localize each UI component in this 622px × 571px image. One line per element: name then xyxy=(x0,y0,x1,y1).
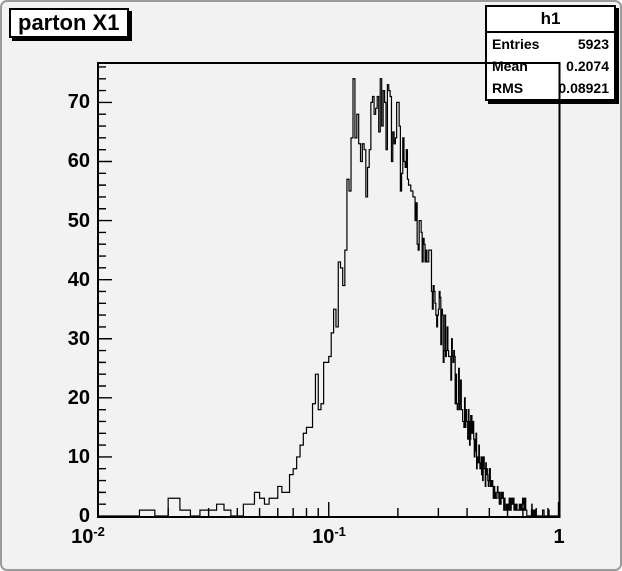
plot-frame xyxy=(97,62,561,518)
y-axis-label: 0 xyxy=(78,505,90,527)
x-axis-label: 1 xyxy=(553,526,565,548)
axis-ticks xyxy=(99,66,560,516)
y-axis-label: 50 xyxy=(67,210,90,232)
stats-label-entries: Entries xyxy=(492,36,540,52)
title-box: parton X1 xyxy=(9,8,130,38)
y-axis-label: 30 xyxy=(67,328,90,350)
stats-value-mean: 0.2074 xyxy=(566,58,609,74)
stats-row-entries: Entries 5923 xyxy=(487,33,614,55)
y-axis-label: 10 xyxy=(67,446,90,468)
x-axis-label: 10-2 xyxy=(71,524,105,548)
y-axis-label: 40 xyxy=(67,269,90,291)
stats-row-rms: RMS 0.08921 xyxy=(487,77,614,99)
stats-header: h1 xyxy=(487,7,614,33)
stats-value-entries: 5923 xyxy=(577,36,609,52)
histogram-outline xyxy=(99,78,559,517)
stats-value-rms: 0.08921 xyxy=(558,80,609,96)
histogram-plot xyxy=(97,62,561,518)
plot-title: parton X1 xyxy=(18,10,120,35)
y-axis-label: 20 xyxy=(67,387,90,409)
stats-box: h1 Entries 5923 Mean 0.2074 RMS 0.08921 xyxy=(485,5,616,101)
y-axis-label: 70 xyxy=(67,91,90,113)
y-axis-label: 60 xyxy=(67,150,90,172)
stats-label-rms: RMS xyxy=(492,80,524,96)
x-axis-label: 10-1 xyxy=(312,524,346,548)
